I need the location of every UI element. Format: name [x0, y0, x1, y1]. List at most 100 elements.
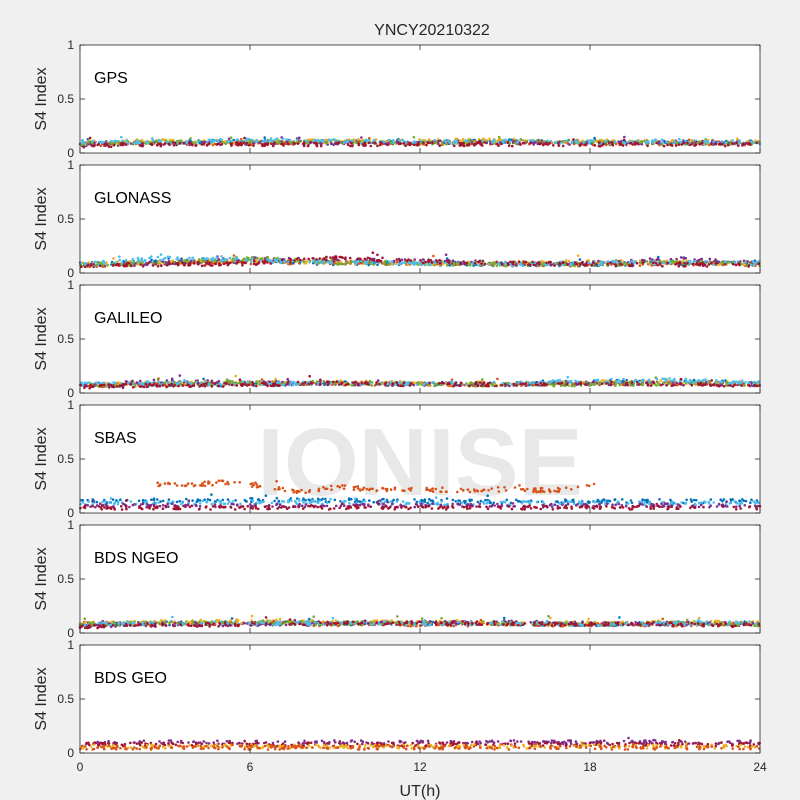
data-point: [528, 381, 531, 385]
data-point: [228, 261, 232, 265]
data-point: [524, 139, 528, 143]
data-point: [628, 264, 632, 268]
data-point: [458, 139, 462, 142]
data-point: [506, 262, 510, 265]
data-point: [655, 377, 659, 381]
data-point: [462, 144, 466, 148]
data-point: [151, 137, 154, 140]
data-point: [622, 138, 626, 142]
data-point: [452, 141, 456, 145]
data-point: [379, 141, 382, 144]
data-point: [211, 258, 215, 262]
data-point: [666, 261, 669, 265]
data-point: [598, 141, 601, 144]
data-point: [685, 380, 688, 383]
data-point: [636, 381, 639, 384]
data-point: [215, 142, 219, 146]
data-point: [263, 142, 267, 146]
data-point: [418, 382, 421, 385]
data-point: [674, 144, 678, 147]
data-point: [507, 144, 511, 147]
data-point: [512, 137, 516, 141]
data-point: [532, 143, 535, 146]
data-point: [159, 144, 163, 148]
data-point: [448, 141, 451, 144]
data-point: [194, 144, 197, 147]
data-point: [517, 260, 521, 264]
data-point: [207, 383, 211, 387]
data-point: [694, 383, 697, 386]
data-point: [571, 382, 574, 385]
data-point: [536, 139, 539, 142]
data-point: [528, 139, 532, 142]
data-point: [94, 264, 98, 268]
data-point: [590, 383, 594, 386]
data-point: [532, 263, 536, 267]
data-point: [758, 264, 761, 268]
data-point: [726, 143, 730, 147]
data-point: [698, 143, 702, 146]
data-point: [473, 144, 476, 147]
data-point: [659, 379, 662, 382]
data-point: [247, 144, 251, 147]
data-point: [139, 263, 142, 266]
data-point: [690, 138, 694, 142]
data-point: [732, 380, 735, 383]
data-point: [665, 259, 668, 263]
data-point: [524, 384, 528, 388]
data-point: [544, 142, 548, 146]
data-point: [367, 139, 371, 142]
data-point: [481, 144, 484, 147]
data-point: [363, 141, 367, 144]
data-point: [302, 260, 306, 264]
data-point: [524, 260, 528, 264]
data-point: [273, 141, 276, 145]
data-point: [348, 256, 352, 260]
data-point: [481, 259, 485, 263]
data-point: [552, 144, 555, 147]
data-point: [662, 261, 665, 265]
data-point: [743, 383, 746, 387]
data-point: [574, 379, 577, 383]
data-point: [196, 139, 199, 143]
plot-area: [80, 165, 760, 273]
data-point: [322, 380, 326, 383]
y-tick-label: 1: [67, 38, 74, 52]
data-point: [102, 140, 105, 144]
data-point: [521, 141, 525, 145]
data-point: [252, 144, 255, 147]
data-point: [702, 378, 705, 382]
data-point: [121, 386, 125, 390]
data-point: [589, 139, 593, 142]
data-point: [213, 142, 217, 146]
data-point: [303, 257, 306, 261]
data-point: [554, 380, 558, 383]
data-point: [531, 139, 535, 142]
data-point: [234, 374, 237, 378]
data-point: [506, 141, 510, 144]
data-point: [594, 378, 597, 382]
data-point: [511, 144, 514, 148]
data-point: [737, 144, 740, 147]
data-point: [647, 378, 651, 382]
data-point: [688, 379, 692, 382]
data-point: [319, 144, 323, 148]
data-point: [88, 387, 91, 390]
data-point: [223, 140, 227, 143]
data-point: [368, 137, 371, 140]
data-point: [641, 261, 645, 264]
data-point: [180, 257, 183, 261]
data-point: [248, 383, 251, 387]
y-axis-label: S4 Index: [33, 187, 50, 250]
data-point: [148, 256, 151, 260]
data-point: [317, 138, 320, 142]
data-point: [736, 381, 740, 385]
data-point: [222, 262, 226, 266]
data-point: [570, 384, 574, 388]
data-point: [724, 141, 727, 144]
data-point: [210, 138, 213, 142]
data-point: [258, 380, 262, 383]
data-point: [327, 138, 331, 142]
data-point: [675, 381, 678, 385]
data-point: [516, 139, 519, 142]
